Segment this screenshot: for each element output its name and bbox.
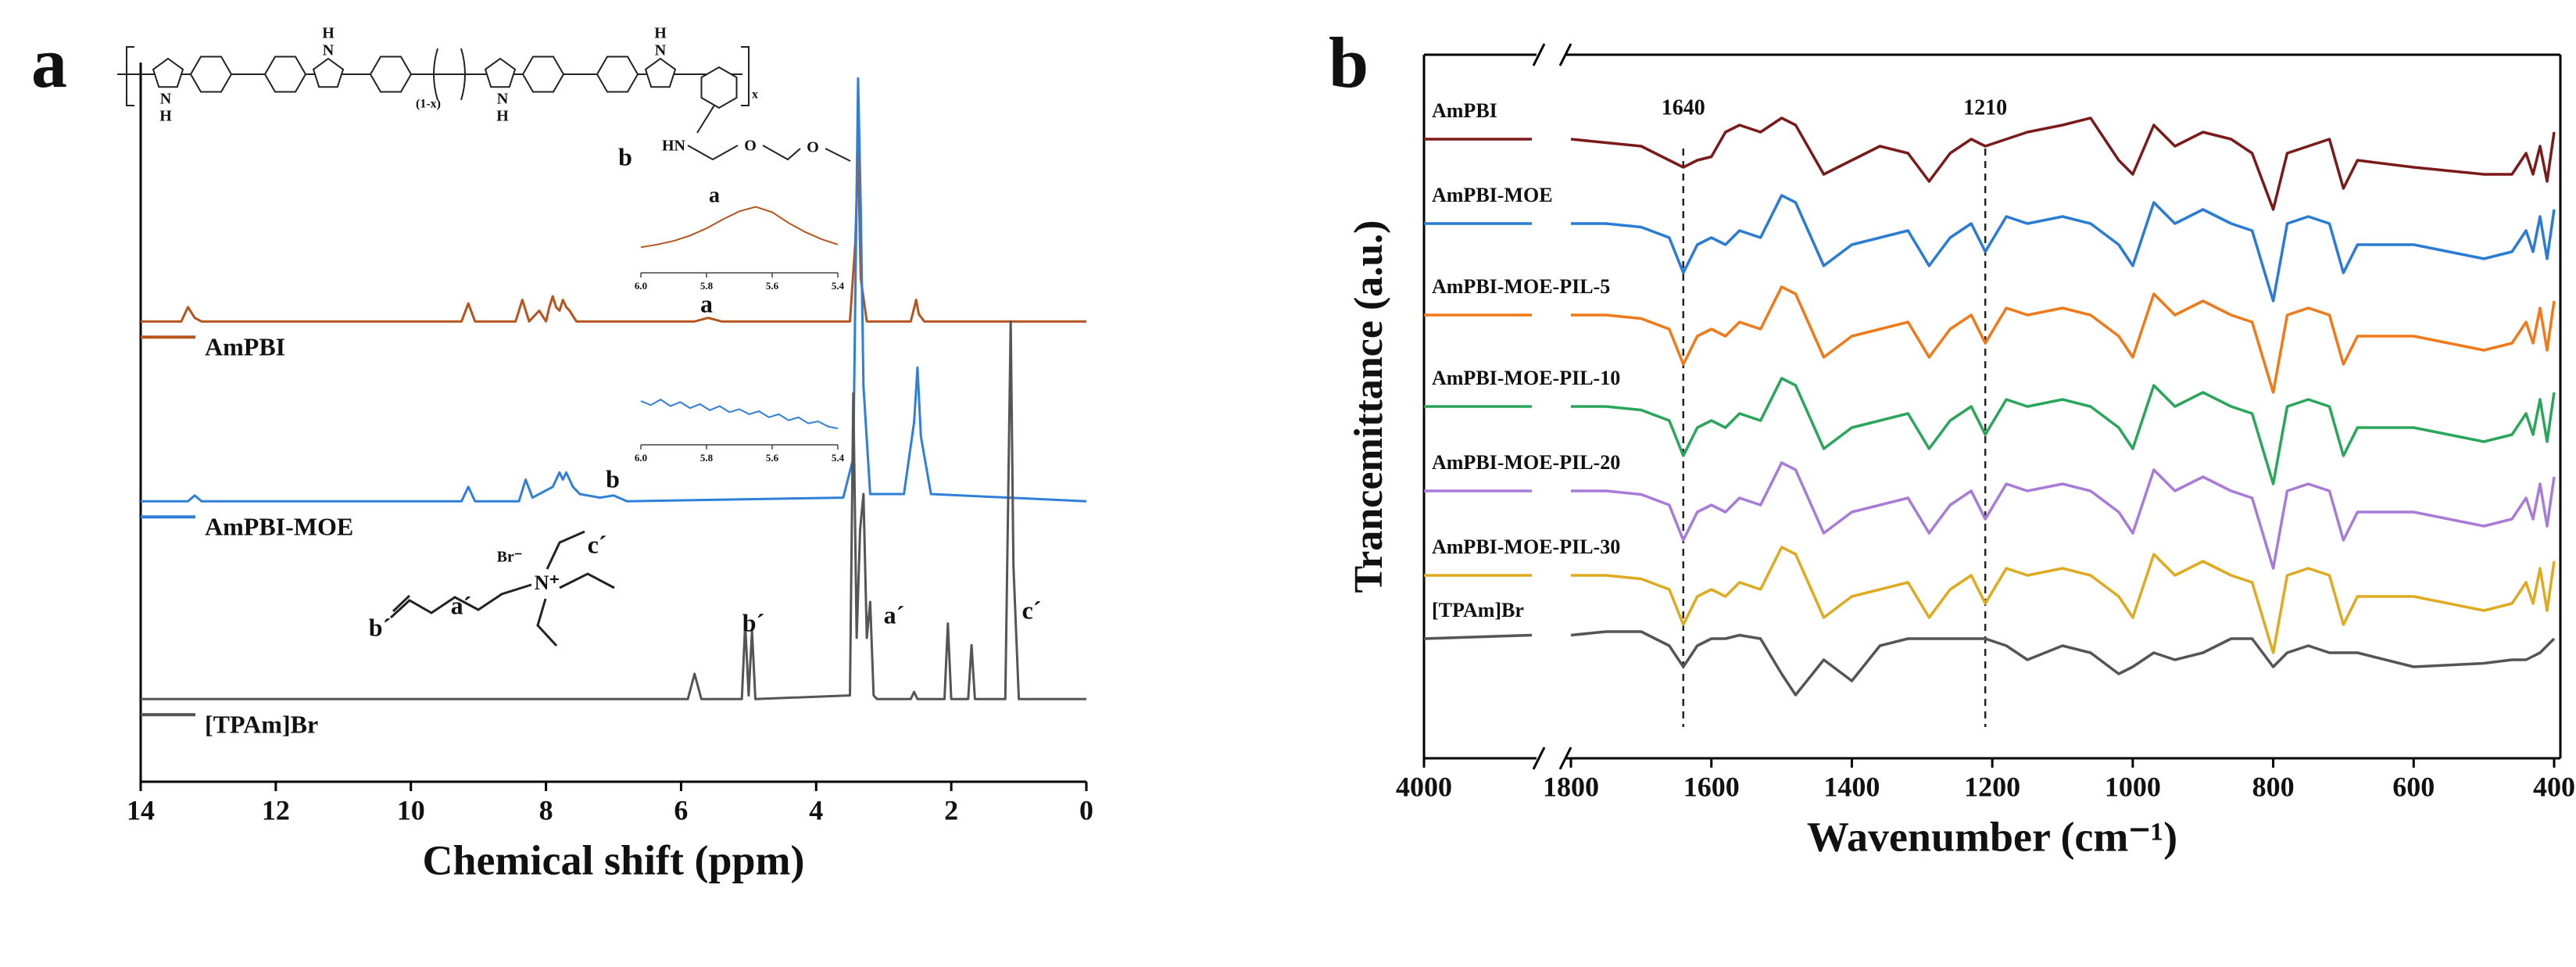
reference-label: 1640: [1662, 95, 1705, 120]
series-label: [TPAm]Br: [1432, 599, 1524, 621]
structure-label: H: [496, 108, 509, 125]
x-tick-label: 0: [1079, 794, 1093, 826]
x-tick-label: 4: [809, 794, 823, 826]
structure-label: N: [323, 42, 335, 59]
spectrum-line: [1571, 461, 2556, 570]
structure-label: (1-x): [416, 98, 441, 111]
spectrum-line: [1571, 546, 2556, 654]
inset-tick-label: 6.0: [635, 452, 647, 464]
salt-structure: [389, 530, 615, 647]
reference-label: 1210: [1963, 95, 2007, 120]
axis-break: [1532, 747, 1546, 770]
peak-annotation: c´: [588, 530, 607, 558]
inset-title: a: [709, 183, 720, 207]
salt-label: N⁺: [535, 571, 560, 594]
x-tick-label: 8: [539, 794, 553, 826]
x-tick-label: 10: [397, 794, 425, 826]
spectrum-line: [1570, 116, 2556, 211]
peak-annotation: b: [606, 464, 620, 492]
legend-label: AmPBI-MOE: [205, 513, 353, 541]
legend-label: [TPAm]Br: [205, 711, 318, 739]
axis-break: [1558, 43, 1572, 66]
peak-annotation: a: [700, 289, 713, 317]
inset-tick-label: 5.4: [832, 452, 845, 464]
spectrum-line: [141, 147, 1086, 323]
inset-tick-label: 5.8: [700, 280, 714, 292]
structure-label: N: [160, 91, 172, 108]
salt-label: Br⁻: [497, 549, 523, 566]
panel-label: b: [1329, 23, 1368, 102]
series-label: AmPBI-MOE-PIL-5: [1432, 275, 1610, 298]
structure-label: O: [807, 139, 819, 156]
structure-ring: [484, 57, 517, 88]
spectrum-line: [1571, 377, 2556, 485]
inset-line: [640, 206, 839, 249]
peak-annotation: b´: [742, 608, 764, 636]
x-tick-label: 4000: [1396, 771, 1452, 802]
structure-label: H: [322, 25, 335, 42]
series-label: AmPBI-MOE: [1432, 184, 1553, 206]
series-label: AmPBI-MOE-PIL-20: [1432, 451, 1620, 474]
structure-label: H: [159, 108, 172, 125]
structure-ring: [521, 56, 565, 93]
series-label: AmPBI-MOE-PIL-10: [1432, 367, 1620, 389]
peak-annotation: b´: [369, 613, 391, 641]
spectrum-line: [1423, 633, 1533, 640]
structure-ring: [700, 66, 738, 109]
structure-bracket: [126, 46, 750, 106]
inset-line: [640, 398, 839, 430]
spectrum-line: [141, 77, 1087, 503]
structure-ring: [644, 57, 677, 88]
axis-break: [1558, 747, 1572, 770]
x-axis-label: Wavenumber (cm⁻¹): [1807, 813, 2177, 860]
structure-label: N: [497, 91, 509, 108]
inset-tick-label: 5.4: [832, 280, 845, 292]
x-tick-label: 800: [2252, 771, 2295, 802]
peak-annotation: a´: [884, 600, 905, 629]
structure-ring: [312, 57, 345, 88]
x-tick-label: 6: [674, 794, 688, 826]
structure-bracket: [433, 48, 466, 101]
structure-label: O: [744, 138, 757, 155]
structure-label: HN: [662, 138, 686, 155]
x-tick-label: 400: [2533, 771, 2575, 802]
x-tick-label: 1000: [2105, 771, 2161, 802]
inset-tick-label: 5.6: [766, 280, 779, 292]
spectrum-line: [1571, 285, 2556, 394]
x-tick-label: 1400: [1823, 771, 1880, 802]
series-label: AmPBI: [1432, 99, 1497, 122]
structure-ring: [596, 56, 639, 93]
x-tick-label: 12: [262, 794, 290, 826]
x-axis-label: Chemical shift (ppm): [423, 836, 805, 883]
inset-tick-label: 6.0: [635, 280, 647, 292]
structure-ring: [152, 57, 184, 88]
spectrum-line: [141, 320, 1086, 700]
legend-label: AmPBI: [205, 333, 285, 361]
x-tick-label: 1600: [1683, 771, 1740, 802]
x-tick-label: 1200: [1964, 771, 2020, 802]
peak-annotation: c´: [1022, 596, 1042, 624]
structure-label: H: [654, 25, 667, 42]
panel-label: a: [31, 23, 67, 102]
structure-label: b: [618, 142, 632, 170]
structure-ring: [263, 56, 307, 93]
x-tick-label: 1800: [1543, 771, 1599, 802]
spectrum-line: [1571, 194, 2556, 303]
inset-tick-label: 5.8: [700, 452, 714, 464]
x-tick-label: 14: [127, 794, 155, 826]
structure-ring: [189, 56, 233, 93]
structure-ring: [369, 56, 413, 93]
structure-chain: [687, 145, 851, 162]
spectrum-line: [1570, 630, 2556, 697]
y-axis-label: Trancemittance (a.u.): [1347, 220, 1391, 593]
structure-label: x: [752, 88, 758, 102]
series-label: AmPBI-MOE-PIL-30: [1432, 535, 1620, 558]
x-tick-label: 600: [2392, 771, 2435, 802]
x-tick-label: 2: [944, 794, 958, 826]
axis-break: [1532, 43, 1546, 66]
inset-tick-label: 5.6: [766, 452, 779, 464]
structure-label: N: [655, 42, 667, 59]
